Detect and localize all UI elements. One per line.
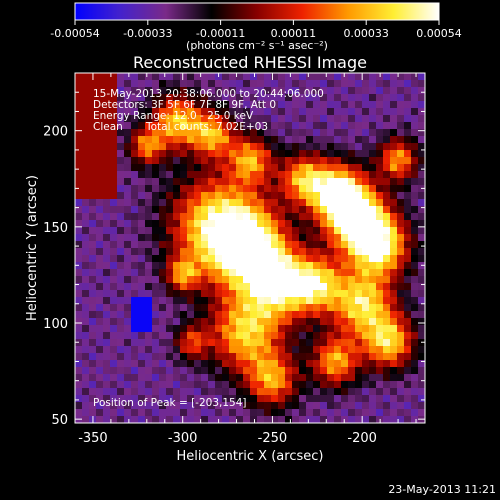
colorbar-tick-label: 0.00011 (271, 27, 317, 40)
annotation-detectors: Detectors: 3F 5F 6F 7F 8F 9F, Att 0 (93, 99, 276, 111)
y-tick-label: 50 (51, 413, 68, 428)
annotation-energy-range: Energy Range: 12.0 - 25.0 keV (93, 110, 254, 122)
x-axis-label: Heliocentric X (arcsec) (177, 449, 324, 464)
colorbar-tick-label: -0.00033 (123, 27, 172, 40)
colorbar-tick-label: -0.00011 (196, 27, 245, 40)
annotation-method: Clean (93, 121, 123, 133)
colorbar-tick-label: 0.00054 (416, 27, 462, 40)
x-tick-label: -350 (78, 431, 108, 446)
x-axis: -350 -300 -250 -200 (74, 73, 417, 446)
colorbar-tick-label: 0.00033 (343, 27, 389, 40)
plot-frame (74, 72, 426, 424)
annotation-time-range: 15-May-2013 20:38:06.000 to 20:44:06.000 (93, 88, 324, 100)
x-tick-label: -250 (258, 431, 288, 446)
y-axis-label: Heliocentric Y (arcsec) (25, 175, 40, 321)
y-tick-label: 200 (43, 125, 68, 140)
annotation-peak-position: Position of Peak = [-203,154] (93, 397, 247, 409)
colorbar-ticks: -0.00054 -0.00033 -0.00011 0.00011 0.00033 0.… (50, 20, 462, 40)
annotation-total-counts: Total counts: 7.02E+03 (145, 121, 268, 133)
colorbar-unit-label: (photons cm⁻² s⁻¹ asec⁻²) (186, 39, 328, 52)
y-axis: 50 100 150 200 (43, 72, 425, 428)
y-tick-label: 150 (43, 221, 68, 236)
heatmap-image (75, 73, 425, 423)
chart-title: Reconstructed RHESSI Image (133, 53, 367, 72)
colorbar (74, 2, 440, 21)
timestamp: 23-May-2013 11:21 (388, 483, 496, 496)
colorbar-tick-label: -0.00054 (50, 27, 99, 40)
x-tick-label: -300 (168, 431, 198, 446)
y-tick-label: 100 (43, 317, 68, 332)
x-tick-label: -200 (347, 431, 377, 446)
